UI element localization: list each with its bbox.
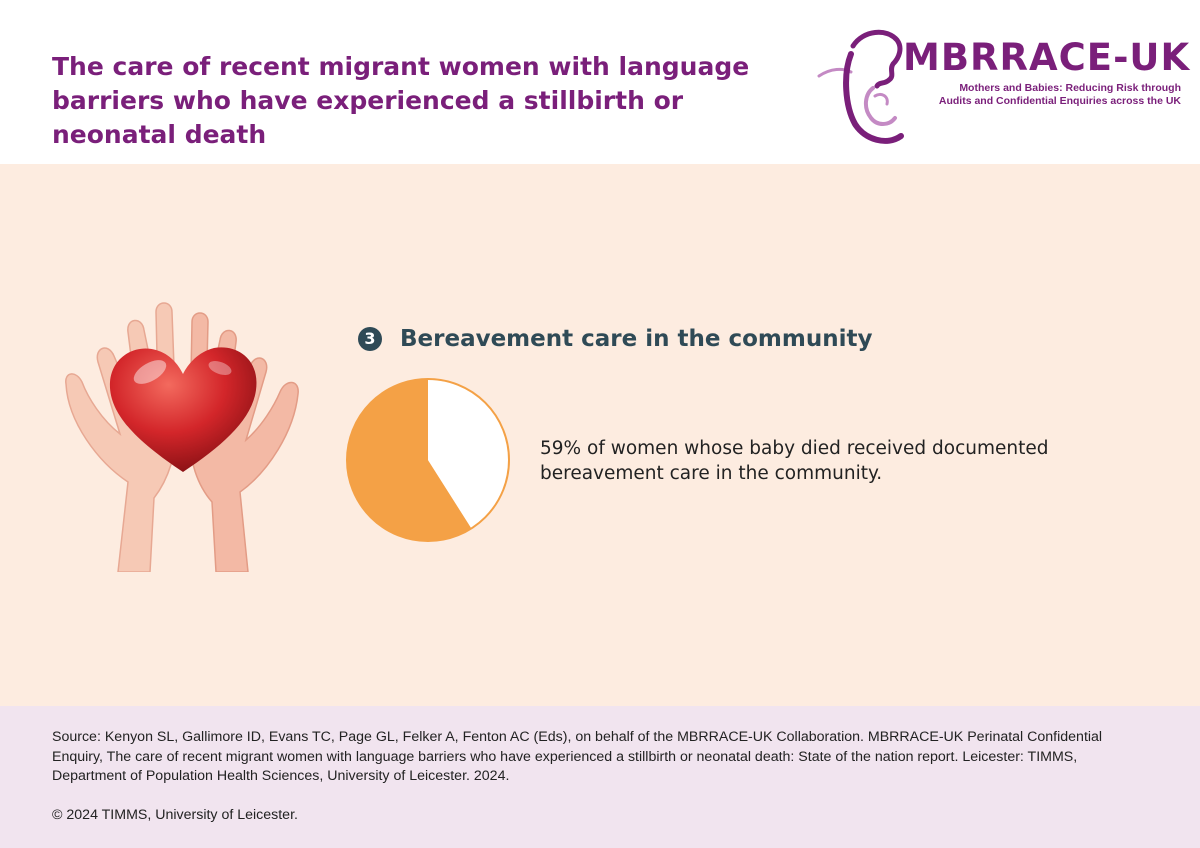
pie-slice-1 bbox=[347, 379, 472, 541]
page-title: The care of recent migrant women with la… bbox=[52, 52, 750, 149]
logo-wordmark: MBRRACE-UK bbox=[903, 36, 1191, 79]
footer: Source: Kenyon SL, Gallimore ID, Evans T… bbox=[0, 706, 1200, 848]
pie-chart bbox=[346, 378, 510, 542]
pie-outline bbox=[346, 378, 510, 542]
mother-baby-profile-icon bbox=[817, 29, 904, 144]
header: The care of recent migrant women with la… bbox=[0, 0, 1200, 164]
source-citation: Source: Kenyon SL, Gallimore ID, Evans T… bbox=[52, 729, 1103, 784]
main-panel: 3 Bereavement care in the community 59% … bbox=[0, 164, 1200, 706]
hands-holding-heart-icon bbox=[65, 302, 299, 572]
pie-slice-2 bbox=[428, 379, 510, 529]
mbrrace-logo: MBRRACE-UK Mothers and Babies: Reducing … bbox=[815, 24, 1189, 146]
section-heading: 3 Bereavement care in the community bbox=[358, 326, 872, 352]
logo-tagline: Mothers and Babies: Reducing Risk throug… bbox=[938, 82, 1181, 107]
copyright-notice: © 2024 TIMMS, University of Leicester. bbox=[52, 807, 298, 823]
stat-text: 59% of women whose baby died received do… bbox=[540, 438, 1049, 484]
section-number-badge: 3 bbox=[358, 327, 382, 351]
section-title: Bereavement care in the community bbox=[400, 326, 873, 352]
